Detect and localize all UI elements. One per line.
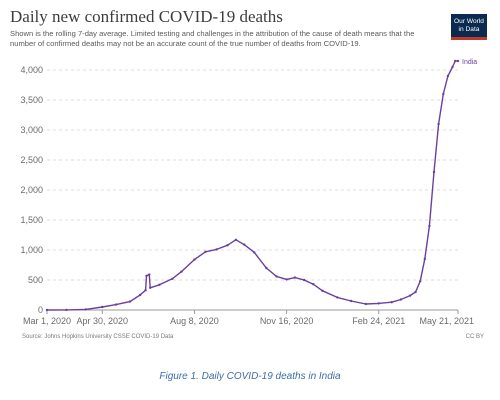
data-point [243, 243, 246, 246]
logo-line-1: Our World [454, 18, 484, 25]
y-tick-label: 2,000 [20, 185, 43, 195]
data-point [399, 298, 403, 301]
chart-title: Daily new confirmed COVID-19 deaths [10, 7, 283, 26]
data-point [193, 258, 196, 261]
data-point [145, 274, 148, 277]
logo-line-2: in Data [458, 25, 480, 33]
data-point [364, 302, 367, 306]
data-point [456, 59, 460, 63]
y-tick-label: 3,000 [20, 125, 43, 135]
license-link[interactable]: CC BY [465, 334, 484, 340]
x-tick-label: Apr 30, 2020 [77, 316, 129, 326]
series-label-india: India [462, 59, 477, 66]
data-point [226, 244, 229, 247]
data-point [408, 294, 412, 297]
series-group: India [45, 59, 477, 312]
y-tick-label: 3,500 [20, 95, 43, 105]
our-world-in-data-logo[interactable]: Our World in Data [451, 14, 487, 40]
data-point [65, 308, 68, 312]
data-point [414, 290, 417, 294]
data-point [204, 250, 207, 253]
data-point [336, 296, 339, 299]
data-point [293, 276, 297, 279]
grid [47, 69, 458, 311]
x-tick-label: Nov 16, 2020 [260, 316, 314, 326]
data-point [285, 278, 288, 281]
data-point [275, 275, 278, 278]
data-point [442, 92, 445, 96]
data-point [423, 257, 426, 261]
y-tick-label: 1,500 [20, 215, 43, 225]
line-chart: 05001,0001,5002,0002,5003,0003,5004,000 … [20, 59, 477, 326]
data-point [321, 289, 324, 292]
data-point [419, 280, 422, 283]
data-point [253, 251, 256, 254]
data-point [101, 305, 104, 309]
x-tick-label: Aug 8, 2020 [170, 316, 219, 326]
data-point [428, 224, 431, 228]
data-point [312, 283, 315, 286]
data-point [451, 65, 454, 69]
data-point [377, 302, 380, 305]
data-point [149, 286, 152, 289]
data-point [215, 248, 218, 251]
data-point [45, 308, 49, 312]
data-point [128, 300, 132, 303]
data-point [234, 238, 238, 241]
data-point [138, 293, 142, 297]
data-point [180, 270, 183, 273]
data-point [446, 74, 450, 78]
x-axis: Mar 1, 2020 Apr 30, 2020 Aug 8, 2020 Nov 16… [23, 310, 474, 326]
x-tick-label: Feb 24, 2021 [352, 316, 405, 326]
y-tick-label: 1,000 [20, 245, 43, 255]
x-tick-label: Mar 1, 2020 [23, 316, 71, 326]
data-point [158, 283, 161, 286]
data-point [302, 278, 306, 282]
data-point [265, 266, 268, 270]
data-point [148, 273, 151, 276]
data-point [349, 299, 353, 303]
figure-caption: Figure 1. Daily COVID-19 deaths in India [159, 371, 341, 382]
data-point [171, 277, 174, 280]
data-point [437, 122, 440, 126]
data-point [390, 301, 393, 304]
data-point [454, 59, 457, 63]
data-point [144, 289, 147, 292]
y-tick-label: 0 [38, 305, 43, 315]
y-tick-label: 2,500 [20, 155, 43, 165]
y-tick-label: 4,000 [20, 65, 43, 75]
data-point [114, 303, 118, 306]
y-axis: 0 500 1,000 1,500 2,000 2,500 3,000 3,500 4,000 [20, 65, 43, 315]
data-point [84, 308, 87, 311]
series-line-india [46, 60, 458, 311]
chart-subtitle: Shown is the rolling 7-day average. Limi… [10, 29, 415, 48]
source-note: Source: Johns Hopkins University CSSE CO… [22, 334, 174, 340]
data-point [432, 170, 436, 174]
x-tick-label: May 21, 2021 [419, 316, 474, 326]
y-tick-label: 500 [28, 275, 43, 285]
